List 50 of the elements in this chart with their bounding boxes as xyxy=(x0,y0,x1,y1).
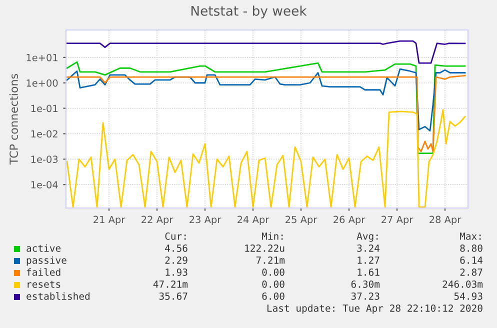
text: Avg: xyxy=(356,232,378,242)
text: 246.03m xyxy=(442,280,483,288)
text: 8.80 xyxy=(460,244,482,252)
text: 7.21m xyxy=(256,256,285,264)
y-tick-label: 1e-04 xyxy=(31,181,58,188)
y-tick-label: 1e-03 xyxy=(31,156,58,163)
line-series xyxy=(66,68,466,132)
text: Cur: xyxy=(165,232,186,240)
text: Min: xyxy=(262,232,283,240)
x-tick-label: 27 Apr xyxy=(382,216,414,226)
x-tick-label: 21 Apr xyxy=(94,216,126,226)
text: 0.00 xyxy=(262,268,284,276)
text: 6.00 xyxy=(262,292,284,300)
y-tick-label: 1e-01 xyxy=(31,104,58,112)
line-series xyxy=(66,109,466,208)
x-tick-label: 22 Apr xyxy=(142,216,174,226)
text: 6.30m xyxy=(351,280,380,288)
text: Max: xyxy=(460,232,481,240)
chart-title: Netstat - by week xyxy=(191,6,307,18)
text: 122.22u xyxy=(245,244,284,252)
x-tick-label: 28 Apr xyxy=(430,216,462,226)
y-tick-label: 1e+00 xyxy=(26,79,58,87)
text: 2.29 xyxy=(165,256,188,264)
x-tick-label: 26 Apr xyxy=(334,216,366,226)
legend-label: failed xyxy=(26,268,60,276)
line-series xyxy=(66,40,466,64)
text: 37.23 xyxy=(351,292,380,300)
text: 6.14 xyxy=(460,256,483,264)
text: 54.93 xyxy=(454,292,482,300)
text: 3.24 xyxy=(357,244,380,252)
line-series xyxy=(66,74,466,152)
y-axis-title: TCP connections xyxy=(9,74,18,165)
text: 47.21m xyxy=(153,280,188,288)
text: 35.67 xyxy=(159,292,188,300)
legend-label: resets xyxy=(28,280,60,288)
text: 4.56 xyxy=(165,244,188,252)
x-tick-label: 23 Apr xyxy=(190,216,222,226)
legend-label: established xyxy=(26,292,90,300)
x-tick-label: 25 Apr xyxy=(286,216,318,226)
legend-label: active xyxy=(26,244,61,252)
text: 1.61 xyxy=(358,268,380,276)
text: 1.93 xyxy=(166,268,188,276)
y-tick-label: 1e-02 xyxy=(31,130,58,138)
text: Last update: Tue Apr 28 22:10:12 2020 xyxy=(267,304,482,314)
legend-label: passive xyxy=(26,256,66,266)
text: 2.87 xyxy=(460,268,482,276)
x-tick-label: 24 Apr xyxy=(238,216,270,226)
y-tick-label: 1e+01 xyxy=(26,54,58,62)
text: 1.27 xyxy=(358,256,380,264)
text: 0.00 xyxy=(262,280,284,288)
